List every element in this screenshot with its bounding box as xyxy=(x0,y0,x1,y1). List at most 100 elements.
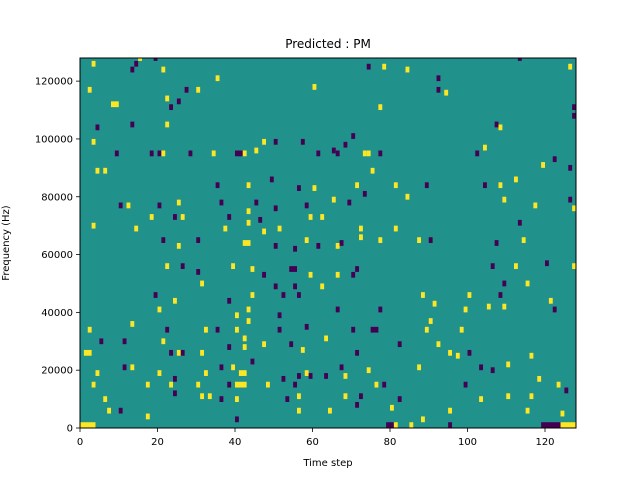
heatmap-cell-low xyxy=(293,381,298,388)
heatmap-cell-high xyxy=(130,364,135,371)
heatmap-cell-high xyxy=(366,367,371,374)
x-axis: 0 20 40 60 80 100 120 xyxy=(77,428,555,448)
heatmap-cell-low xyxy=(324,373,329,379)
heatmap-cell-high xyxy=(506,361,511,368)
heatmap-cell-low xyxy=(281,292,286,298)
heatmap-cell-low xyxy=(161,237,166,243)
heatmap-cell-low xyxy=(366,63,371,70)
heatmap-cell-high xyxy=(200,349,205,356)
heatmap-cell-high xyxy=(304,237,309,243)
heatmap-cell-high xyxy=(366,150,371,157)
heatmap-cell-high xyxy=(498,182,503,189)
heatmap-cell-high xyxy=(262,228,267,235)
plot-area xyxy=(79,57,577,429)
heatmap-cell-high xyxy=(211,150,216,157)
heatmap-cell-high xyxy=(467,292,472,298)
heatmap-cell-low xyxy=(273,205,278,212)
heatmap-cell-low xyxy=(130,121,135,128)
heatmap-cell-high xyxy=(405,193,410,200)
heatmap-cell-high xyxy=(432,300,437,307)
heatmap-cell-low xyxy=(293,283,298,290)
heatmap-cell-high xyxy=(254,147,259,154)
heatmap-cell-high xyxy=(262,341,267,348)
heatmap-cell-high xyxy=(200,393,205,400)
heatmap-cell-low xyxy=(153,292,158,298)
heatmap-cell-high xyxy=(145,413,150,420)
x-tick-label: 100 xyxy=(458,437,477,448)
heatmap-cell-low xyxy=(130,66,135,73)
heatmap-cell-low xyxy=(572,112,577,119)
heatmap-cell-low xyxy=(351,133,356,139)
heatmap-cell-high xyxy=(529,393,534,400)
heatmap-cell-high xyxy=(165,263,170,270)
heatmap-cell-low xyxy=(227,381,232,388)
heatmap-cell-low xyxy=(114,150,119,157)
heatmap-cell-high xyxy=(176,349,181,356)
heatmap-cell-high xyxy=(548,297,553,304)
heatmap-cell-high xyxy=(95,370,100,376)
heatmap-cell-low xyxy=(552,156,557,163)
heatmap-cell-low xyxy=(180,349,185,356)
heatmap-cell-low xyxy=(235,416,239,423)
heatmap-cell-low xyxy=(215,326,220,333)
plot-frame xyxy=(79,57,577,429)
heatmap-cell-high xyxy=(246,208,251,215)
heatmap-cell-high xyxy=(417,364,422,371)
heatmap-cell-high xyxy=(498,124,503,131)
heatmap-cell-low xyxy=(118,407,123,414)
heatmap-cell-low xyxy=(572,104,577,111)
heatmap-cell-low xyxy=(196,237,201,243)
y-axis: 0 20000 40000 60000 80000 100000 120000 xyxy=(35,77,80,435)
heatmap-cell-high xyxy=(428,318,433,324)
heatmap-cell-high xyxy=(83,349,92,356)
heatmap-cell-high xyxy=(297,407,301,414)
heatmap-cell-low xyxy=(250,358,255,365)
heatmap-cell-low xyxy=(219,199,224,206)
heatmap-cell-high xyxy=(506,393,511,400)
heatmap-cell-low xyxy=(494,240,499,246)
heatmap-cell-high xyxy=(455,352,460,359)
heatmap-cell-low xyxy=(339,240,344,246)
heatmap-cell-low xyxy=(227,344,232,350)
heatmap-cell-low xyxy=(467,349,472,356)
heatmap-cell-high xyxy=(421,292,425,298)
x-tick-label: 120 xyxy=(535,437,554,448)
heatmap-cell-high xyxy=(204,370,208,376)
heatmap-cell-low xyxy=(502,280,507,287)
heatmap-cell-high xyxy=(409,422,414,428)
chart-title: Predicted : PM xyxy=(285,37,371,51)
heatmap-cell-low xyxy=(552,306,557,313)
heatmap-cell-low xyxy=(95,124,100,131)
heatmap-cell-high xyxy=(378,104,383,111)
x-tick-label: 0 xyxy=(77,437,83,448)
heatmap-cell-low xyxy=(490,367,495,374)
x-tick-label: 20 xyxy=(151,437,164,448)
heatmap-cell-low xyxy=(498,292,503,298)
heatmap-cell-high xyxy=(107,407,112,414)
heatmap-cell-high xyxy=(242,335,247,342)
heatmap-cell-high xyxy=(483,144,487,151)
heatmap-cell-high xyxy=(568,63,573,70)
heatmap-cell-low xyxy=(157,150,162,157)
heatmap-cell-high xyxy=(231,263,236,270)
heatmap-cell-high xyxy=(176,199,181,206)
heatmap-cell-low xyxy=(304,202,309,209)
heatmap-cell-low xyxy=(351,271,356,278)
heatmap-cell-high xyxy=(215,75,220,82)
heatmap-cell-low xyxy=(169,349,174,356)
heatmap-cell-high xyxy=(157,306,162,313)
heatmap-cell-high xyxy=(560,410,565,417)
heatmap-cell-high xyxy=(359,225,363,232)
heatmap-cell-high xyxy=(161,150,166,157)
heatmap-cells xyxy=(80,58,577,428)
heatmap-cell-high xyxy=(80,422,96,428)
heatmap-cell-high xyxy=(103,396,108,402)
heatmap-cell-high xyxy=(242,344,247,350)
heatmap-cell-low xyxy=(351,326,356,333)
heatmap-cell-high xyxy=(266,381,270,388)
heatmap-cell-low xyxy=(541,422,561,428)
heatmap-cell-high xyxy=(161,338,166,345)
heatmap-cell-high xyxy=(525,407,530,414)
heatmap-cell-low xyxy=(335,306,340,313)
heatmap-cell-low xyxy=(188,150,193,157)
